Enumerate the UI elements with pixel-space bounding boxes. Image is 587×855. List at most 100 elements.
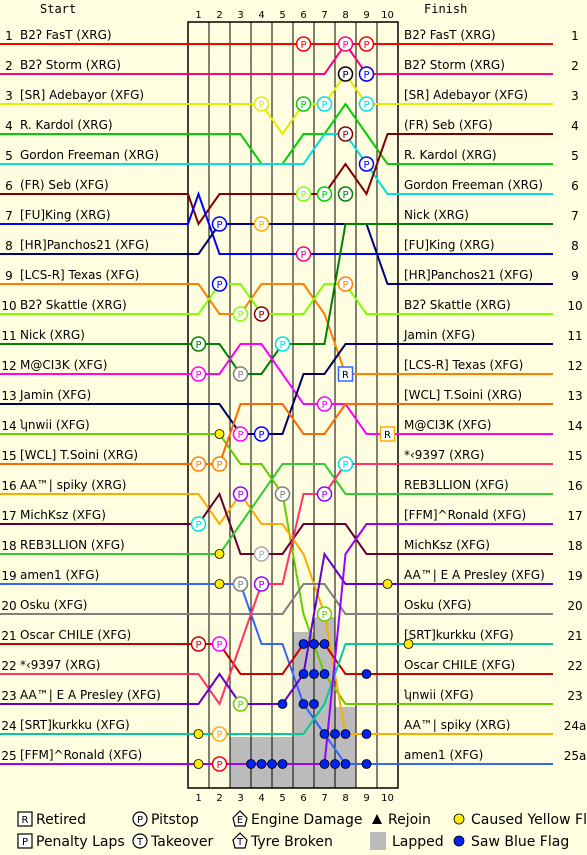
pitstop-marker-letter: P [342, 460, 348, 471]
finish-position-number: 7 [571, 209, 579, 223]
lap-tick-label: 3 [237, 793, 243, 804]
yellow-flag-dot [214, 429, 225, 439]
pitstop-marker [190, 456, 207, 472]
finish-driver-label: Jamin (XFG) [403, 328, 475, 342]
pitstop-marker [211, 216, 228, 232]
start-driver-label: R. Kardol (XRG) [20, 118, 113, 132]
pitstop-marker-letter: P [216, 280, 222, 291]
blue-flag-dot [340, 729, 351, 739]
start-position-number: 23 [1, 689, 16, 703]
finish-position-number: 25a [564, 749, 587, 763]
lap-tick-label: 6 [300, 10, 306, 21]
pitstop-marker [253, 96, 270, 112]
finish-position-number: 15 [567, 449, 582, 463]
finish-driver-label: *‹9397 (XRG) [404, 448, 484, 462]
lapped-region [335, 707, 356, 788]
pitstop-marker-letter: P [363, 40, 369, 51]
pitstop-marker [232, 306, 249, 322]
start-driver-label: REB3LLION (XFG) [20, 538, 125, 552]
start-position-number: 1 [5, 29, 13, 43]
lap-tick-label: 5 [279, 793, 285, 804]
finish-position-number: 21 [567, 629, 582, 643]
pitstop-marker-letter: P [195, 460, 201, 471]
legend-circle-symbol [132, 811, 148, 827]
legend: R Retired P Pitstop E Engine Damage Rejoin Caus… [17, 810, 587, 850]
finish-position-number: 2 [571, 59, 579, 73]
retired-marker-letter: R [384, 430, 391, 441]
start-position-number: 15 [1, 449, 16, 463]
pitstop-marker [337, 456, 354, 472]
series-line [0, 133, 553, 195]
finish-position-number: 9 [571, 269, 579, 283]
blue-dot-icon [453, 835, 465, 847]
pitstop-marker-letter: P [195, 340, 201, 351]
pitstop-marker-letter: P [342, 40, 348, 51]
pitstop-marker-letter: P [321, 400, 327, 411]
start-driver-label: amen1 (XFG) [20, 568, 99, 582]
legend-circle-symbol [132, 833, 148, 849]
start-position-number: 25 [1, 749, 16, 763]
pitstop-marker-letter: P [216, 760, 222, 771]
finish-position-number: 23 [567, 689, 582, 703]
pitstop-marker [253, 426, 270, 442]
yellow-flag-dot [193, 759, 204, 769]
retired-marker-letter: R [342, 370, 349, 381]
pitstop-marker [337, 186, 354, 202]
lap-tick-label: 3 [237, 10, 243, 21]
finish-position-number: 3 [571, 89, 579, 103]
finish-driver-label: B2ʔ Storm (XRG) [404, 58, 505, 72]
finish-position-number: 11 [567, 329, 582, 343]
lap-tick-label: 4 [258, 10, 264, 21]
lap-tick-label: 1 [195, 10, 201, 21]
lap-tick-label: 2 [216, 793, 222, 804]
pitstop-marker [316, 96, 333, 112]
finish-position-number: 16 [567, 479, 582, 493]
pitstop-marker-letter: P [237, 490, 243, 501]
finish-driver-label: MichKsz (XFG) [404, 538, 490, 552]
pitstop-marker [316, 186, 333, 202]
finish-driver-label: B2ʔ Skattle (XRG) [404, 298, 511, 312]
blue-flag-dot [267, 759, 277, 769]
finish-driver-label: (FR) Seb (XFG) [404, 118, 493, 132]
series-line [0, 102, 553, 165]
pitstop-marker [232, 576, 249, 592]
blue-flag-dot [319, 729, 330, 739]
pitstop-marker [358, 36, 375, 52]
pitstop-marker-letter: P [300, 100, 306, 111]
lap-tick-label: 9 [363, 793, 369, 804]
finish-driver-label: R. Kardol (XRG) [404, 148, 497, 162]
pitstop-marker-letter: P [342, 70, 348, 81]
start-driver-label: Oscar CHILE (XFG) [20, 628, 131, 642]
pitstop-marker-letter: P [321, 490, 327, 501]
pitstop-marker-letter: P [321, 100, 327, 111]
yellow-flag-dot [214, 549, 225, 559]
pitstop-marker-letter: P [321, 190, 327, 201]
legend-symbol-letter: P [22, 837, 28, 848]
blue-flag-dot [298, 699, 309, 709]
pitstop-marker [190, 516, 207, 532]
start-driver-label: Gordon Freeman (XRG) [20, 148, 159, 162]
finish-position-number: 20 [567, 599, 582, 613]
pitstop-marker [211, 756, 228, 772]
pitstop-marker [337, 36, 354, 52]
start-driver-label: [SRT]kurkku (XFG) [20, 718, 130, 732]
finish-driver-label: [LCS-R] Texas (XFG) [404, 358, 523, 372]
finish-driver-label: Oscar CHILE (XFG) [404, 658, 515, 672]
series-line [0, 433, 553, 705]
blue-flag-dot [298, 669, 309, 679]
finish-driver-label: [SRT]kurkku (XFG) [404, 628, 514, 642]
finish-position-number: 4 [571, 119, 579, 133]
start-position-number: 5 [5, 149, 13, 163]
legend-label: Penalty Laps [36, 834, 125, 850]
legend-symbol-letter: T [136, 837, 144, 848]
start-position-number: 24 [1, 719, 16, 733]
pitstop-marker [295, 186, 312, 202]
finish-driver-label: [FFM]^Ronald (XFG) [404, 508, 526, 522]
start-position-number: 19 [1, 569, 16, 583]
blue-flag-dot [309, 669, 319, 679]
finish-position-number: 1 [571, 29, 579, 43]
start-driver-label: B2ʔ FasT (XRG) [20, 28, 112, 42]
lap-tick-label: 8 [342, 10, 348, 21]
pitstop-marker [211, 636, 228, 652]
start-driver-label: [LCS-R] Texas (XFG) [20, 268, 139, 282]
